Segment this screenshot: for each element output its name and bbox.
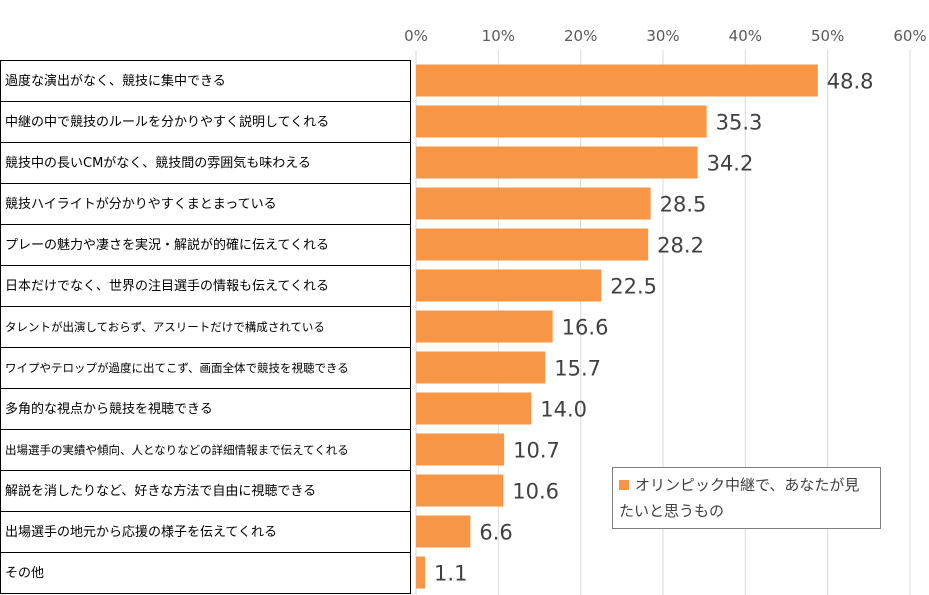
data-label: 14.0 xyxy=(540,398,587,422)
bar xyxy=(416,187,651,220)
bar xyxy=(416,64,818,97)
bar xyxy=(416,392,532,425)
x-tick-label: 10% xyxy=(482,27,515,45)
category-label: 多角的な視点から競技を視聴できる xyxy=(0,388,411,430)
bar xyxy=(416,515,471,548)
category-label: 競技ハイライトが分かりやすくまとまっている xyxy=(0,183,411,225)
data-label: 10.7 xyxy=(513,439,560,463)
category-label: タレントが出演しておらず、アスリートだけで構成されている xyxy=(0,306,411,348)
category-label: 出場選手の実績や傾向、人となりなどの詳細情報まで伝えてくれる xyxy=(0,429,411,471)
data-label: 1.1 xyxy=(434,562,467,586)
bar xyxy=(416,351,546,384)
category-label: 日本だけでなく、世界の注目選手の情報も伝えてくれる xyxy=(0,265,411,307)
data-label: 28.5 xyxy=(660,193,707,217)
data-label: 15.7 xyxy=(554,357,601,381)
category-label: その他 xyxy=(0,552,411,594)
data-label: 34.2 xyxy=(707,152,754,176)
legend-swatch xyxy=(619,480,629,490)
data-label: 6.6 xyxy=(479,521,512,545)
x-tick-label: 30% xyxy=(646,27,679,45)
data-label: 35.3 xyxy=(716,111,763,135)
data-label: 10.6 xyxy=(512,480,559,504)
category-label: ワイプやテロップが過度に出てこず、画面全体で競技を視聴できる xyxy=(0,347,411,389)
x-tick-label: 0% xyxy=(404,27,428,45)
bar xyxy=(416,433,505,466)
legend: オリンピック中継で、あなたが見たいと思うもの xyxy=(612,467,881,529)
category-label: 出場選手の地元から応援の様子を伝えてくれる xyxy=(0,511,411,553)
x-tick-label: 60% xyxy=(893,27,926,45)
data-label: 48.8 xyxy=(827,70,874,94)
x-tick-label: 40% xyxy=(729,27,762,45)
category-label: 競技中の長いCMがなく、競技間の雰囲気も味わえる xyxy=(0,142,411,184)
data-label: 28.2 xyxy=(657,234,704,258)
data-label: 22.5 xyxy=(610,275,657,299)
x-tick-label: 20% xyxy=(564,27,597,45)
data-label: 16.6 xyxy=(562,316,609,340)
legend-label: オリンピック中継で、あなたが見たいと思うもの xyxy=(619,476,860,520)
category-label: 中継の中で競技のルールを分かりやすく説明してくれる xyxy=(0,101,411,143)
category-label: 解説を消したりなど、好きな方法で自由に視聴できる xyxy=(0,470,411,512)
x-tick-label: 50% xyxy=(811,27,844,45)
bar xyxy=(416,228,649,261)
bar xyxy=(416,269,602,302)
category-label: プレーの魅力や凄さを実況・解説が的確に伝えてくれる xyxy=(0,224,411,266)
bar xyxy=(416,556,426,589)
bar xyxy=(416,146,698,179)
bar xyxy=(416,474,504,507)
bar xyxy=(416,105,707,138)
bar xyxy=(416,310,553,343)
category-label: 過度な演出がなく、競技に集中できる xyxy=(0,60,411,102)
